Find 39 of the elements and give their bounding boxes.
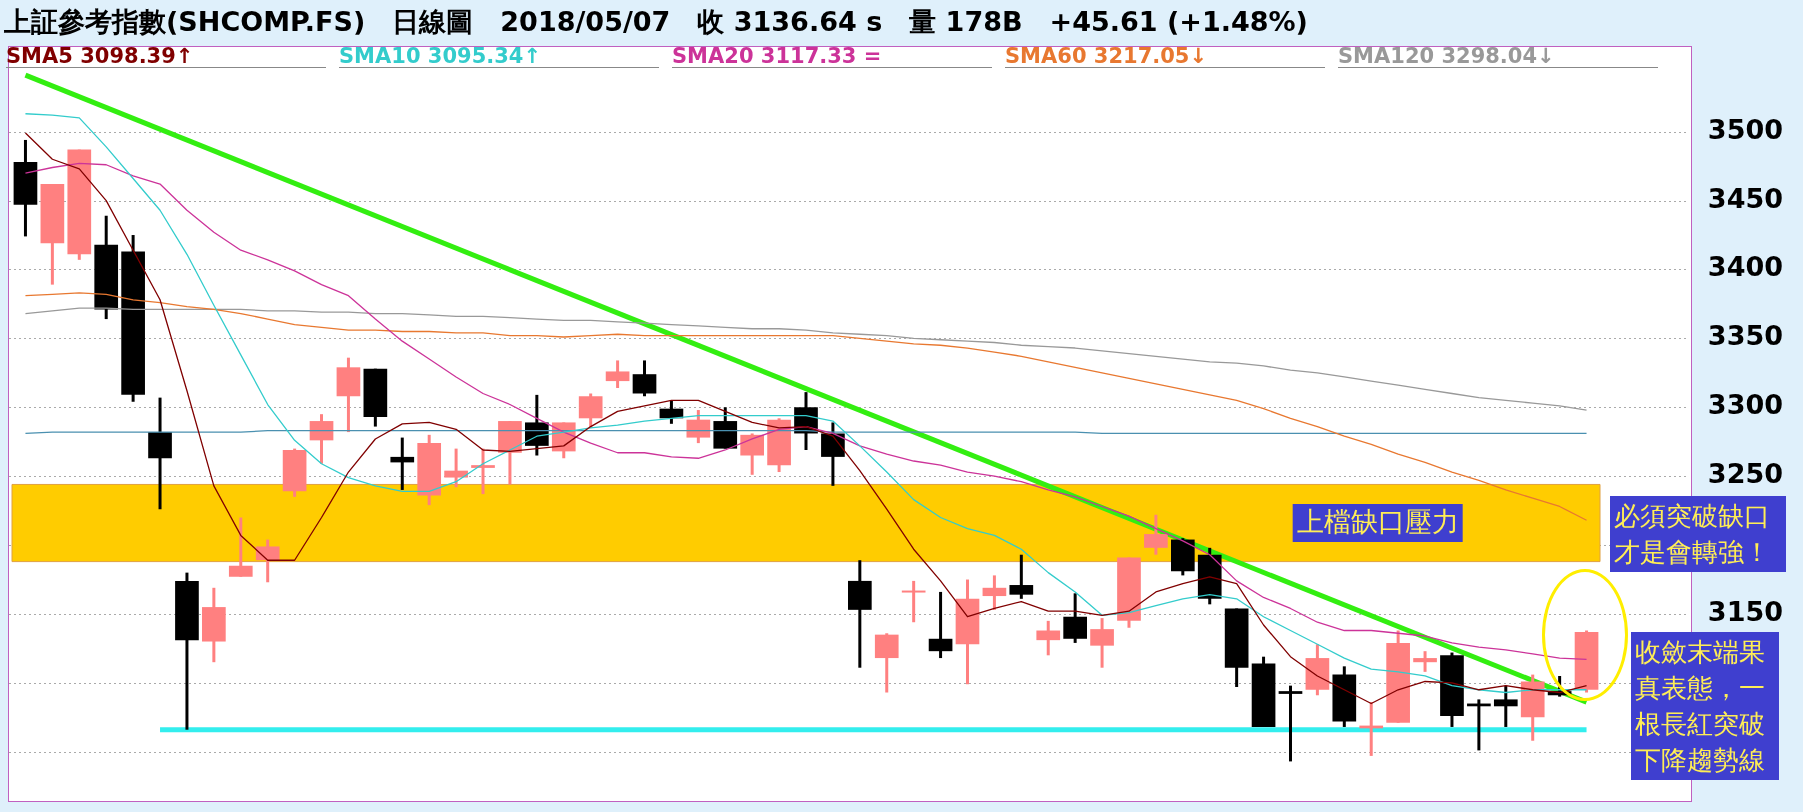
candlestick	[901, 579, 926, 624]
text: SMA20 3117.33 =	[672, 44, 992, 68]
y-tick-label: 3450	[1707, 182, 1783, 214]
y-tick-label: 3500	[1707, 113, 1783, 145]
y-tick-label: 3300	[1707, 389, 1783, 421]
candlestick	[1009, 554, 1034, 599]
candlestick	[1144, 513, 1168, 555]
candlestick	[228, 517, 253, 577]
candlestick	[982, 575, 1007, 610]
y-tick-label: 3250	[1707, 458, 1783, 490]
candlestick	[928, 590, 953, 660]
text: SMA120 3298.04↓	[1338, 44, 1658, 68]
text: 必須突破缺口才是會轉強！	[1610, 496, 1786, 572]
candlestick	[821, 422, 845, 486]
text: SMA10 3095.34↑	[339, 44, 659, 68]
candlestick	[686, 410, 711, 445]
candlestick	[578, 393, 603, 428]
candlestick	[605, 360, 630, 388]
candlestick	[471, 448, 495, 496]
y-tick-label: 3350	[1707, 320, 1783, 352]
candlestick	[255, 539, 280, 583]
band-label: 上檔缺口壓力	[1296, 506, 1459, 538]
y-tick-label: 3400	[1707, 251, 1783, 283]
candlestick	[1278, 685, 1303, 762]
candlestick	[1090, 618, 1114, 668]
candlestick	[444, 448, 468, 489]
text: 收斂末端果真表態，一根長紅突破下降趨勢線	[1631, 632, 1779, 780]
candlestick	[1493, 685, 1518, 727]
y-tick-label: 3150	[1707, 595, 1783, 627]
candlestick	[632, 360, 657, 397]
candlestick	[390, 437, 415, 490]
text: SMA60 3217.05↓	[1005, 44, 1325, 68]
candlestick	[1413, 651, 1437, 672]
candlestick	[740, 433, 765, 475]
candlestick	[874, 633, 899, 693]
chart-title: 上証參考指數(SHCOMP.FS) 日線圖 2018/05/07 收 3136.64 s 量 178B +45.61 (+1.48%)	[4, 5, 1308, 39]
candlestick	[309, 414, 334, 464]
candlestick	[1063, 593, 1087, 643]
candlestick	[1036, 619, 1061, 656]
